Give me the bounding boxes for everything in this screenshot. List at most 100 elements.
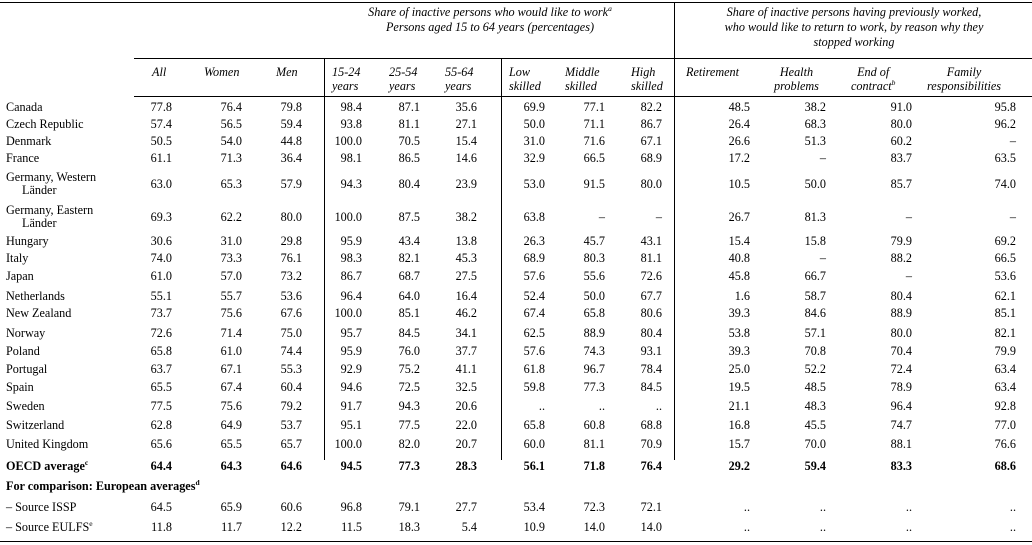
table-cell: 26.3 (523, 234, 545, 248)
table-cell: 65.9 (220, 500, 242, 514)
table-cell: 19.5 (728, 380, 750, 394)
table-cell: 71.4 (220, 326, 242, 340)
table-cell: 14.6 (455, 151, 477, 165)
oecd-average-label: OECD averagec (6, 458, 89, 473)
col-end-of-contract: End of contractb (851, 65, 896, 93)
table-cell: 91.7 (340, 399, 362, 413)
country-label-cont: Länder (22, 183, 57, 197)
table-cell: 50.0 (523, 117, 545, 131)
table-cell: 93.1 (640, 344, 662, 358)
table-cell: 32.9 (523, 151, 545, 165)
table-cell: 95.9 (340, 234, 362, 248)
table-cell: 85.7 (890, 177, 912, 191)
table-cell: 59.4 (280, 117, 302, 131)
table-cell: 65.5 (220, 437, 242, 451)
table-cell: 63.4 (994, 362, 1016, 376)
table-cell: 79.2 (280, 399, 302, 413)
table-cell: 75.2 (398, 362, 420, 376)
table-cell: 82.0 (398, 437, 420, 451)
table-cell: 45.8 (728, 269, 750, 283)
country-label: Switzerland (6, 418, 65, 432)
country-label: New Zealand (6, 306, 72, 320)
table-cell: 17.2 (728, 151, 750, 165)
table-cell: 64.3 (220, 459, 242, 473)
table-cell: 98.3 (340, 251, 362, 265)
table-cell: 68.9 (640, 151, 662, 165)
table-cell: 29.2 (728, 459, 750, 473)
table-cell: 67.6 (280, 306, 302, 320)
table-cell: 10.5 (728, 177, 750, 191)
table-cell: 55.3 (280, 362, 302, 376)
table-cell: 56.5 (220, 117, 242, 131)
table-cell: 71.8 (583, 459, 605, 473)
table-cell: 39.3 (728, 306, 750, 320)
col-family-responsibilities: Family responsibilities (927, 65, 1002, 93)
table-cell: – (819, 151, 826, 165)
country-label: Canada (6, 100, 43, 114)
col-middle-skilled: Middle skilled (565, 65, 600, 93)
table-cell: 73.3 (220, 251, 242, 265)
bottom-rule (0, 541, 1032, 542)
table-cell: 80.4 (890, 289, 912, 303)
table-cell: 77.5 (150, 399, 172, 413)
table-cell: 77.3 (398, 459, 420, 473)
table-cell: .. (819, 520, 826, 534)
table-cell: 78.9 (890, 380, 912, 394)
table-cell: 83.3 (890, 459, 912, 473)
table-cell: 88.9 (890, 306, 912, 320)
table-cell: 11.8 (151, 520, 172, 534)
table-cell: 74.0 (150, 251, 172, 265)
table-cell: 98.1 (340, 151, 362, 165)
table-cell: 65.8 (150, 344, 172, 358)
table-cell: 92.8 (994, 399, 1016, 413)
table-cell: 73.2 (280, 269, 302, 283)
table-cell: 53.8 (728, 326, 750, 340)
group-rule (134, 58, 1032, 59)
table-cell: 40.8 (728, 251, 750, 265)
table-cell: 95.7 (340, 326, 362, 340)
table-cell: 80.4 (398, 177, 420, 191)
table-cell: 92.9 (340, 362, 362, 376)
footnote-marker: e (89, 519, 93, 528)
table-cell: 30.6 (150, 234, 172, 248)
table-cell: 59.8 (523, 380, 545, 394)
table-cell: 75.0 (280, 326, 302, 340)
table-cell: .. (598, 399, 605, 413)
country-label-cont: Länder (22, 216, 57, 230)
table-cell: 80.6 (640, 306, 662, 320)
table-cell: 66.5 (583, 151, 605, 165)
table-cell: 81.3 (804, 210, 826, 224)
table-cell: 55.7 (220, 289, 242, 303)
table-cell: – (819, 251, 826, 265)
table-cell: 72.6 (640, 269, 662, 283)
issp-label: – Source ISSP (6, 500, 77, 514)
table-cell: 16.4 (455, 289, 477, 303)
table-cell: 51.3 (804, 134, 826, 148)
table-cell: 12.2 (280, 520, 302, 534)
table-cell: 26.7 (728, 210, 750, 224)
table-cell: 66.5 (994, 251, 1016, 265)
footnote-b: b (891, 78, 896, 87)
table-cell: 27.5 (455, 269, 477, 283)
table-cell: 79.9 (994, 344, 1016, 358)
table-cell: 31.0 (523, 134, 545, 148)
group1-header: Share of inactive persons who would like… (320, 5, 660, 35)
table-cell: 81.1 (640, 251, 662, 265)
table-cell: 87.1 (398, 100, 420, 114)
col-retirement: Retirement (686, 65, 740, 79)
table-cell: 69.3 (150, 210, 172, 224)
table-cell: 77.1 (583, 100, 605, 114)
table-cell: 54.0 (220, 134, 242, 148)
table-cell: 60.0 (523, 437, 545, 451)
table-cell: 11.7 (221, 520, 242, 534)
table-cell: 67.1 (640, 134, 662, 148)
table-cell: 15.7 (728, 437, 750, 451)
table-cell: 60.2 (890, 134, 912, 148)
country-label: Portugal (6, 362, 48, 376)
table-cell: 72.3 (583, 500, 605, 514)
table-cell: 38.2 (804, 100, 826, 114)
table-cell: 57.1 (804, 326, 826, 340)
table-cell: 76.4 (640, 459, 662, 473)
table-cell: 55.6 (583, 269, 605, 283)
table-cell: 88.9 (583, 326, 605, 340)
